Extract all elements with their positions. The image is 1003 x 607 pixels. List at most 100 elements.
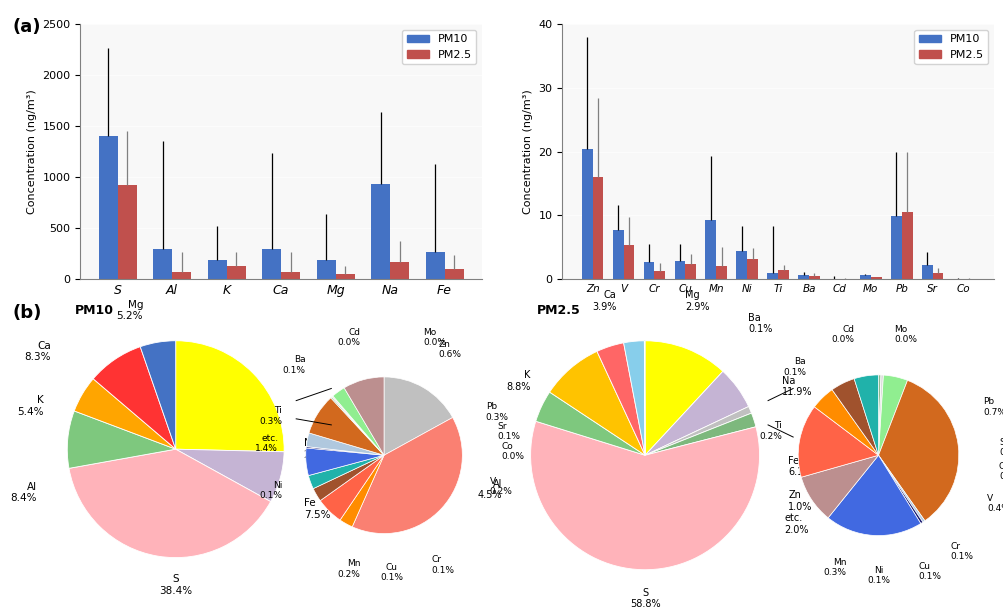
Text: Al
8.4%: Al 8.4% xyxy=(10,482,37,503)
Text: Pb
0.7%: Pb 0.7% xyxy=(982,398,1003,417)
Text: PM10: PM10 xyxy=(75,304,114,316)
Wedge shape xyxy=(330,397,383,455)
Bar xyxy=(746,259,757,279)
Bar xyxy=(674,261,685,279)
Wedge shape xyxy=(878,375,883,455)
Bar xyxy=(705,220,715,279)
Text: Fe
6.1%: Fe 6.1% xyxy=(787,456,811,478)
Bar xyxy=(335,274,354,279)
Bar xyxy=(685,264,695,279)
Bar xyxy=(371,184,390,279)
Legend: PM10, PM2.5: PM10, PM2.5 xyxy=(914,30,987,64)
Text: S
38.4%: S 38.4% xyxy=(159,574,192,595)
Wedge shape xyxy=(306,448,383,475)
Wedge shape xyxy=(140,341,176,449)
Text: Ba
0.1%: Ba 0.1% xyxy=(782,357,805,376)
Bar xyxy=(152,249,172,279)
Wedge shape xyxy=(878,375,880,455)
Wedge shape xyxy=(333,388,383,455)
Wedge shape xyxy=(352,418,461,534)
Wedge shape xyxy=(383,377,452,455)
Bar xyxy=(390,262,409,279)
Wedge shape xyxy=(623,341,645,455)
Legend: PM10, PM2.5: PM10, PM2.5 xyxy=(402,30,475,64)
Text: Pb
0.3%: Pb 0.3% xyxy=(485,402,509,422)
Text: Co
0.0%: Co 0.0% xyxy=(502,442,524,461)
Bar xyxy=(860,276,870,279)
Wedge shape xyxy=(645,407,750,455)
Wedge shape xyxy=(597,343,645,455)
Text: Ba
0.1%: Ba 0.1% xyxy=(283,356,305,375)
Text: Cu
0.1%: Cu 0.1% xyxy=(918,562,941,582)
Bar xyxy=(281,272,300,279)
Text: Ca
3.9%: Ca 3.9% xyxy=(592,290,616,311)
Text: Ti
0.2%: Ti 0.2% xyxy=(758,421,781,441)
Bar xyxy=(901,212,912,279)
Wedge shape xyxy=(320,455,383,520)
Wedge shape xyxy=(536,392,645,455)
Text: Cu
0.1%: Cu 0.1% xyxy=(380,563,403,583)
Wedge shape xyxy=(644,341,722,455)
Wedge shape xyxy=(331,396,383,455)
Text: Na
24.9%: Na 24.9% xyxy=(303,438,336,460)
Text: V
0.4%: V 0.4% xyxy=(986,493,1003,513)
Bar xyxy=(98,137,117,279)
Text: Cr
0.1%: Cr 0.1% xyxy=(950,542,973,561)
Wedge shape xyxy=(308,455,383,489)
Text: Co
0.0%: Co 0.0% xyxy=(998,461,1003,481)
Bar xyxy=(777,270,788,279)
Text: Mn
0.2%: Mn 0.2% xyxy=(337,559,360,578)
Wedge shape xyxy=(176,341,284,452)
Text: Mo
0.0%: Mo 0.0% xyxy=(894,325,917,344)
Bar xyxy=(172,272,191,279)
Bar xyxy=(592,177,603,279)
Wedge shape xyxy=(309,398,383,455)
Text: Zn
0.6%: Zn 0.6% xyxy=(438,340,461,359)
Wedge shape xyxy=(831,379,878,455)
Wedge shape xyxy=(878,381,958,521)
Bar xyxy=(808,276,819,279)
Wedge shape xyxy=(878,455,924,522)
Text: Ni
0.1%: Ni 0.1% xyxy=(259,481,282,500)
Wedge shape xyxy=(306,447,383,455)
Bar xyxy=(117,185,136,279)
Bar xyxy=(612,230,623,279)
Wedge shape xyxy=(93,347,176,449)
Text: Ti
0.3%: Ti 0.3% xyxy=(259,407,282,426)
Bar xyxy=(766,273,777,279)
Wedge shape xyxy=(813,390,878,455)
Y-axis label: Concentration (ng/m³): Concentration (ng/m³) xyxy=(523,89,533,214)
Bar xyxy=(623,245,634,279)
Bar xyxy=(425,252,444,279)
Text: Mg
5.2%: Mg 5.2% xyxy=(116,300,143,321)
Wedge shape xyxy=(645,413,755,455)
Text: Cd
0.0%: Cd 0.0% xyxy=(337,328,360,347)
Bar xyxy=(262,249,281,279)
Bar xyxy=(735,251,746,279)
Text: Sr
0.1%: Sr 0.1% xyxy=(497,422,521,441)
Wedge shape xyxy=(306,433,383,455)
Wedge shape xyxy=(344,377,384,455)
Wedge shape xyxy=(340,455,383,527)
Bar xyxy=(797,275,808,279)
Text: etc.
1.4%: etc. 1.4% xyxy=(255,434,278,453)
Text: Mn
0.3%: Mn 0.3% xyxy=(822,558,846,577)
Bar xyxy=(208,260,227,279)
Text: Mo
0.0%: Mo 0.0% xyxy=(423,328,445,347)
Text: etc.
2.0%: etc. 2.0% xyxy=(784,513,808,535)
Wedge shape xyxy=(878,455,922,524)
Text: Fe
7.5%: Fe 7.5% xyxy=(303,498,330,520)
Text: Sr
0.0%: Sr 0.0% xyxy=(998,438,1003,457)
Wedge shape xyxy=(69,449,271,558)
Y-axis label: Concentration (ng/m³): Concentration (ng/m³) xyxy=(27,89,37,214)
Text: S
58.8%: S 58.8% xyxy=(629,588,660,607)
Bar xyxy=(870,277,881,279)
Wedge shape xyxy=(800,455,878,518)
Text: Ni
0.1%: Ni 0.1% xyxy=(867,566,889,585)
Bar xyxy=(227,266,246,279)
Text: Ca
8.3%: Ca 8.3% xyxy=(24,341,51,362)
Bar xyxy=(932,273,943,279)
Text: Mg
2.9%: Mg 2.9% xyxy=(684,290,709,311)
Bar xyxy=(643,262,654,279)
Bar xyxy=(316,260,335,279)
